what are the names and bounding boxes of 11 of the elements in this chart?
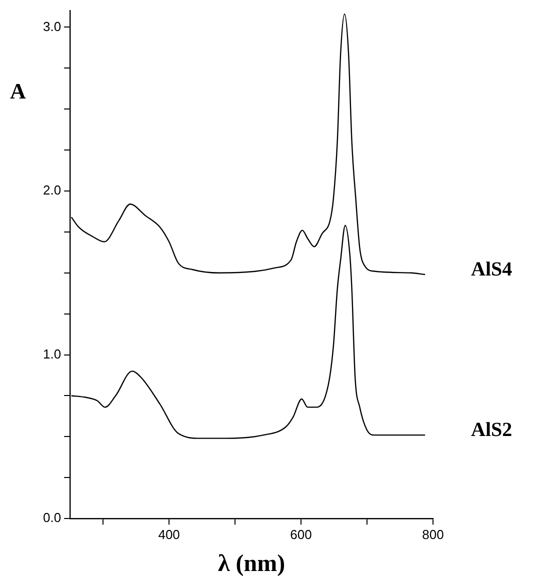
- x-axis-title: λ (nm): [218, 550, 286, 577]
- text: 0.0: [42, 510, 62, 526]
- x-tick-label: 400: [158, 526, 180, 542]
- text: AlS4: [471, 258, 512, 281]
- y-tick-label: 2.0: [42, 182, 62, 198]
- x-tick-label: 600: [290, 526, 312, 542]
- y-tick-label: 3.0: [42, 18, 62, 34]
- y-tick-label: 1.0: [42, 346, 62, 362]
- x-tick-label: 800: [422, 526, 444, 542]
- y-axis-title: A: [10, 78, 26, 104]
- text: AlS2: [471, 419, 512, 442]
